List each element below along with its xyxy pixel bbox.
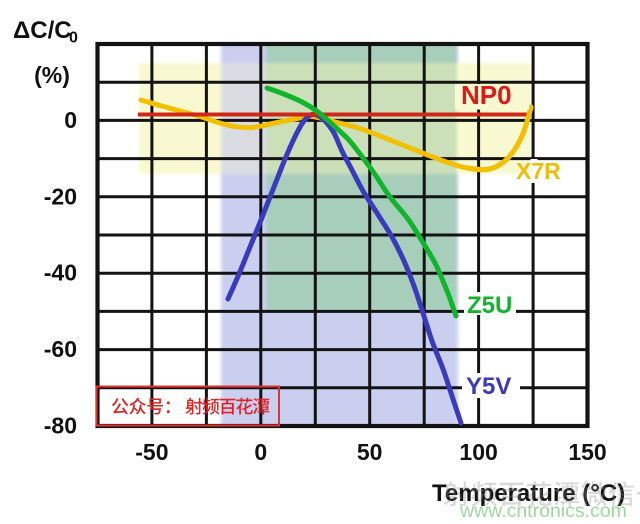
svg-text:-80: -80 (44, 413, 77, 439)
svg-text:Temperature (°C): Temperature (°C) (432, 480, 625, 507)
svg-text:-40: -40 (44, 260, 77, 286)
svg-text:(%): (%) (34, 62, 70, 88)
svg-text:ΔC/C: ΔC/C (13, 17, 72, 44)
svg-text:-50: -50 (135, 439, 168, 465)
svg-text:0: 0 (69, 30, 78, 47)
svg-text:0: 0 (254, 439, 267, 465)
svg-text:-20: -20 (44, 183, 77, 209)
svg-text:www.cntronics.com: www.cntronics.com (459, 500, 627, 522)
svg-text:Z5U: Z5U (467, 292, 512, 319)
svg-text:Y5V: Y5V (466, 373, 511, 400)
svg-text:150: 150 (568, 439, 606, 465)
svg-text:100: 100 (459, 439, 497, 465)
svg-text:-60: -60 (44, 336, 77, 362)
svg-text:50: 50 (357, 439, 383, 465)
svg-text:X7R: X7R (516, 158, 561, 184)
svg-text:NP0: NP0 (461, 80, 512, 110)
svg-text:0: 0 (64, 107, 77, 133)
